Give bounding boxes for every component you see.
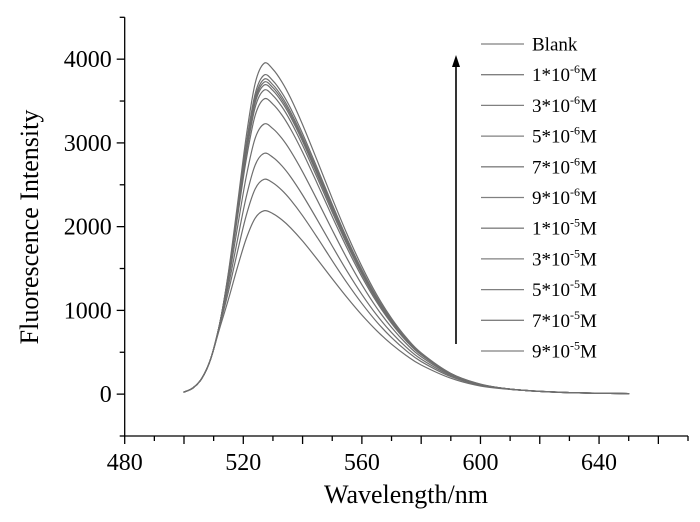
- legend-label-unit: M: [580, 65, 597, 86]
- y-ticks: 0 1000 2000 3000 4000: [64, 16, 125, 437]
- legend-label: 9*10-5M: [532, 339, 597, 363]
- legend-label-exponent: -5: [570, 339, 580, 353]
- legend-label-unit: M: [580, 157, 597, 178]
- y-axis-title: Fluorescence Intensity: [15, 110, 44, 345]
- legend-label-base: 7*10: [532, 311, 570, 332]
- legend-label: 9*10-6M: [532, 185, 597, 209]
- legend-label-unit: M: [580, 311, 597, 332]
- x-tick-label: 480: [107, 450, 143, 476]
- legend-label-exponent: -6: [570, 185, 580, 199]
- legend-item: 1*10-6M: [481, 62, 597, 86]
- x-tick-label: 560: [344, 450, 380, 476]
- legend-label-base: 1*10: [532, 219, 570, 240]
- y-tick-label: 1000: [64, 298, 112, 324]
- legend-label-base: 3*10: [532, 96, 570, 117]
- legend: Blank1*10-6M3*10-6M5*10-6M7*10-6M9*10-6M…: [481, 35, 597, 363]
- x-axis-title: Wavelength/nm: [324, 480, 488, 509]
- concentration-arrow: [452, 55, 460, 344]
- legend-item: 5*10-6M: [481, 124, 597, 148]
- legend-label-base: 9*10: [532, 342, 570, 363]
- x-tick-label: 520: [225, 450, 261, 476]
- legend-label-base: 5*10: [532, 127, 570, 148]
- arrow-up-icon: [452, 55, 460, 67]
- x-tick-label: 600: [462, 450, 498, 476]
- legend-label-unit: M: [580, 249, 597, 270]
- legend-label-exponent: -6: [570, 62, 580, 76]
- legend-item: 9*10-5M: [481, 339, 597, 363]
- legend-item: 7*10-5M: [481, 308, 597, 332]
- legend-label-exponent: -5: [570, 216, 580, 230]
- legend-label-unit: M: [580, 188, 597, 209]
- legend-label: 3*10-5M: [532, 246, 597, 270]
- x-ticks: 480 520 560 600 640: [107, 436, 689, 476]
- legend-label-unit: M: [580, 342, 597, 363]
- legend-label: 1*10-5M: [532, 216, 597, 240]
- x-tick-label: 640: [581, 450, 617, 476]
- legend-label-exponent: -5: [570, 246, 580, 260]
- legend-label-exponent: -6: [570, 154, 580, 168]
- legend-label: Blank: [532, 35, 578, 56]
- legend-item: 9*10-6M: [481, 185, 597, 209]
- legend-label-unit: M: [580, 96, 597, 117]
- series-line-10: [183, 62, 630, 395]
- legend-label: 3*10-6M: [532, 93, 597, 117]
- legend-label: 7*10-6M: [532, 154, 597, 178]
- legend-label-exponent: -6: [570, 93, 580, 107]
- legend-label-unit: M: [580, 280, 597, 301]
- legend-label-unit: M: [580, 127, 597, 148]
- legend-label: 5*10-6M: [532, 124, 597, 148]
- legend-label-exponent: -6: [570, 124, 580, 138]
- legend-item: 1*10-5M: [481, 216, 597, 240]
- legend-item: 3*10-5M: [481, 246, 597, 270]
- legend-item: Blank: [481, 35, 578, 56]
- legend-label-base: 9*10: [532, 188, 570, 209]
- legend-label-exponent: -5: [570, 308, 580, 322]
- legend-item: 7*10-6M: [481, 154, 597, 178]
- y-tick-label: 0: [100, 382, 112, 408]
- axes: [124, 17, 688, 437]
- legend-label: 7*10-5M: [532, 308, 597, 332]
- legend-label-unit: M: [580, 219, 597, 240]
- legend-label-exponent: -5: [570, 277, 580, 291]
- legend-item: 3*10-6M: [481, 93, 597, 117]
- legend-label-base: Blank: [532, 35, 578, 56]
- y-tick-label: 4000: [64, 47, 112, 73]
- legend-label-base: 3*10: [532, 249, 570, 270]
- legend-label-base: 1*10: [532, 65, 570, 86]
- legend-label: 1*10-6M: [532, 62, 597, 86]
- y-tick-label: 2000: [64, 215, 112, 241]
- series-layer: [183, 62, 630, 395]
- legend-label: 5*10-5M: [532, 277, 597, 301]
- legend-label-base: 7*10: [532, 157, 570, 178]
- legend-item: 5*10-5M: [481, 277, 597, 301]
- y-tick-label: 3000: [64, 131, 112, 157]
- legend-label-base: 5*10: [532, 280, 570, 301]
